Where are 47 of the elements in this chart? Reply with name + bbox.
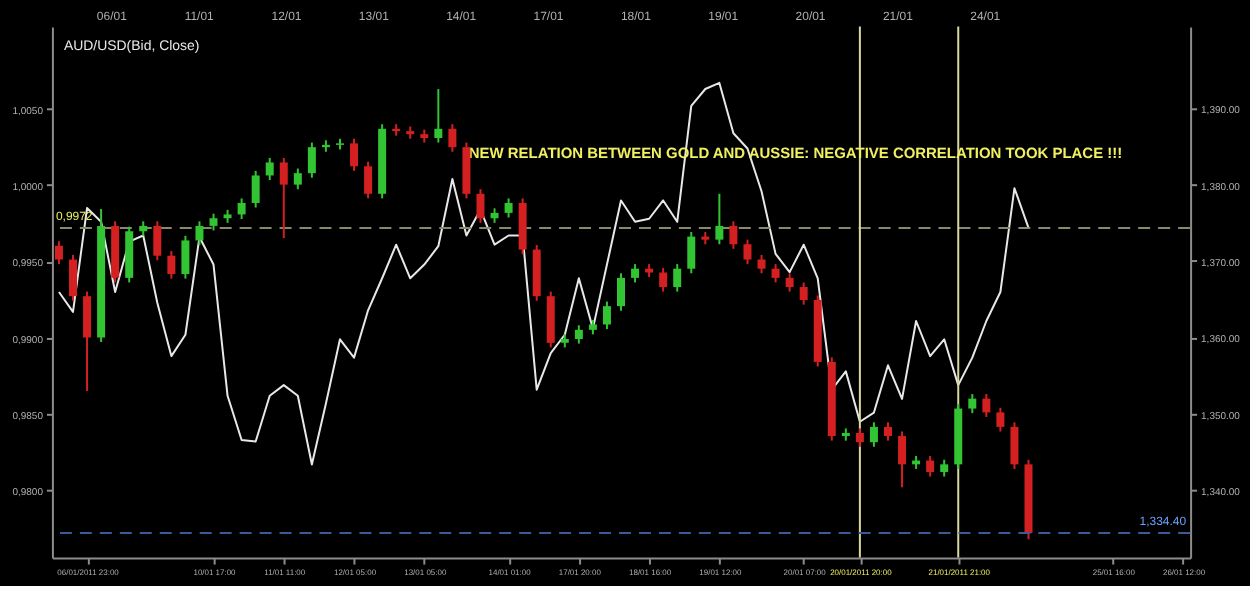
candlestick — [757, 253, 766, 275]
candlestick — [743, 238, 752, 266]
candlestick — [799, 281, 808, 306]
candlestick — [785, 272, 794, 293]
candlestick — [153, 220, 162, 262]
candlestick — [434, 88, 443, 144]
candlestick — [504, 197, 513, 219]
candlestick — [602, 300, 611, 331]
candlestick — [771, 263, 780, 284]
candlestick — [237, 197, 246, 221]
candlestick — [982, 393, 991, 418]
candlestick — [687, 231, 696, 275]
candlestick — [293, 167, 302, 191]
candlestick — [617, 272, 625, 312]
candlestick — [715, 192, 724, 246]
candlestick — [307, 141, 316, 179]
candlestick — [462, 141, 471, 200]
candlestick — [54, 240, 63, 266]
candlestick — [448, 123, 457, 153]
candlestick — [574, 324, 583, 345]
candlestick — [968, 393, 977, 415]
candlestick — [167, 250, 176, 280]
candlestick — [350, 137, 359, 172]
candlestick — [181, 234, 190, 280]
candlestick — [996, 406, 1005, 433]
candlestick — [69, 253, 77, 302]
candlestick — [673, 263, 682, 293]
candlestick — [898, 430, 907, 489]
candlestick — [251, 169, 260, 209]
candlestick — [476, 188, 485, 224]
candlestick — [195, 220, 204, 246]
candlestick — [279, 156, 288, 240]
candlestick — [364, 160, 373, 200]
candlestick — [1010, 421, 1019, 470]
candlestick — [855, 427, 864, 448]
candlestick — [83, 290, 92, 392]
candlestick — [659, 266, 668, 293]
candlestick — [265, 156, 274, 182]
candlestick — [125, 225, 134, 284]
candlestick — [926, 454, 935, 478]
candlestick — [869, 421, 878, 448]
candlestick — [883, 421, 892, 442]
candlestick — [631, 263, 640, 284]
candlestick — [532, 244, 541, 302]
candlestick — [729, 220, 738, 250]
candlestick — [518, 197, 527, 256]
candlestick — [546, 290, 555, 349]
